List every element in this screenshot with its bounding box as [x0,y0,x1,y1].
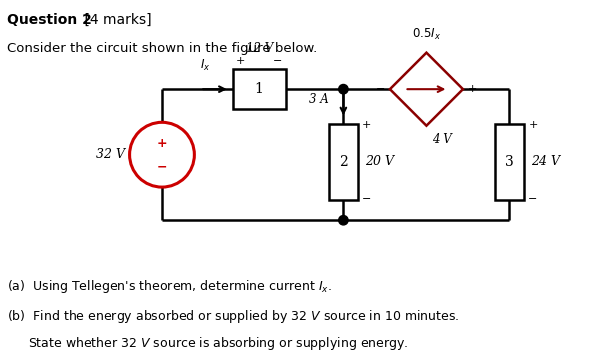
Bar [233,69,286,109]
Text: 20 V: 20 V [365,155,393,169]
Text: State whether 32 $V$ source is absorbing or supplying energy.: State whether 32 $V$ source is absorbing… [28,335,408,352]
Polygon shape [390,53,463,126]
Text: −: − [157,161,167,174]
Text: +: + [528,120,538,130]
Ellipse shape [339,215,348,225]
Text: 4 V: 4 V [432,133,452,146]
Text: 3: 3 [505,155,514,169]
Text: −: − [528,194,538,204]
Text: 1: 1 [254,82,264,96]
Text: 12 V: 12 V [246,41,273,55]
Text: 2: 2 [339,155,348,169]
Text: −: − [273,56,282,66]
Text: $I_x$: $I_x$ [200,58,211,73]
Text: +: + [362,120,372,130]
Ellipse shape [130,122,194,187]
Text: +: + [157,137,167,150]
Text: $0.5I_x$: $0.5I_x$ [412,27,441,42]
Text: Consider the circuit shown in the figure below.: Consider the circuit shown in the figure… [7,42,317,55]
Text: [4 marks]: [4 marks] [80,13,151,27]
Text: −: − [362,194,372,204]
Text: (b)  Find the energy absorbed or supplied by 32 $V$ source in 10 minutes.: (b) Find the energy absorbed or supplied… [7,308,459,325]
Text: 32 V: 32 V [96,148,125,161]
Text: +: + [236,56,246,66]
Text: −: − [376,84,385,94]
Text: 24 V: 24 V [531,155,560,169]
Text: 3 A: 3 A [309,93,329,106]
Ellipse shape [339,84,348,94]
Text: (a)  Using Tellegen's theorem, determine current $I_x$.: (a) Using Tellegen's theorem, determine … [7,278,332,296]
Text: +: + [468,84,477,94]
Bar [329,124,358,200]
Bar [495,124,524,200]
Text: Question 2: Question 2 [7,13,92,27]
